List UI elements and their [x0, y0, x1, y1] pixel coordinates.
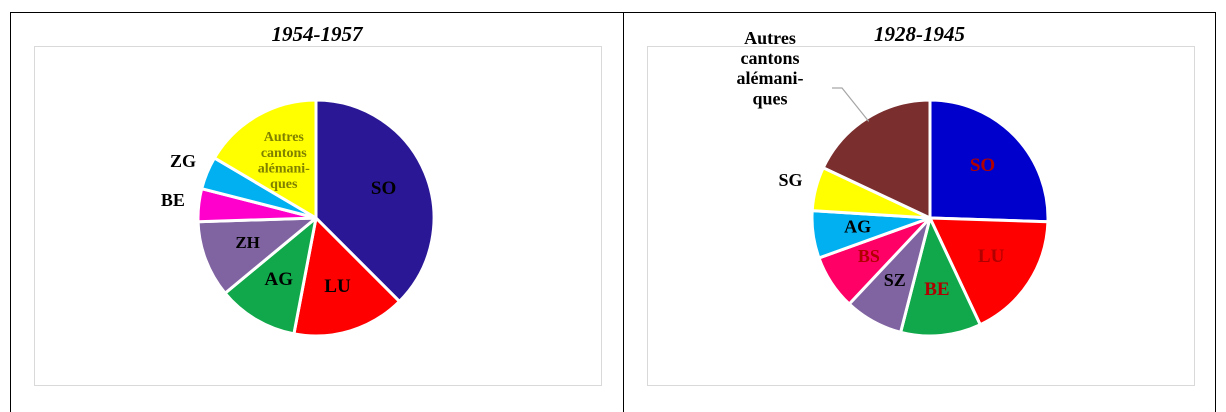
chart-title-left: 1954-1957 — [271, 22, 363, 46]
pie-slice-lu — [928, 216, 1050, 327]
slice-label-autres-cantons-al-mani-ques: Autres cantons alémani-ques — [258, 130, 310, 192]
pie-slice-be — [899, 216, 982, 338]
slice-label-bs: BS — [858, 246, 880, 266]
slice-label-be: BE — [161, 190, 185, 210]
slice-label-so: SO — [371, 178, 396, 199]
chart-title-right: 1928-1945 — [874, 22, 965, 46]
slice-label-ag: AG — [265, 269, 294, 290]
slice-label-zg: ZG — [170, 151, 196, 171]
slice-label-sg: SG — [778, 170, 802, 190]
slice-label-ag: AG — [844, 216, 871, 236]
pie-slice-lu — [292, 216, 401, 338]
slice-label-so: SO — [970, 155, 995, 176]
slice-label-lu: LU — [978, 247, 1005, 268]
slice-label-lu: LU — [324, 276, 351, 297]
table-border-top — [10, 12, 1216, 13]
slice-label-sz: SZ — [884, 270, 906, 290]
table-border-left — [10, 12, 11, 412]
table-border-middle — [623, 12, 624, 412]
pie-slice-ag — [223, 216, 318, 336]
pie-slice-so — [314, 98, 436, 303]
pie-slice-so — [928, 98, 1050, 224]
table-border-right — [1215, 12, 1216, 412]
slice-label-be: BE — [924, 279, 949, 300]
slice-label-zh: ZH — [235, 233, 260, 252]
leader-line — [832, 87, 870, 122]
slice-label-autres-cantons-al-mani-ques: Autres cantons alémani-ques — [737, 28, 804, 109]
pie-slice-zh — [196, 216, 318, 295]
pie-slice-autres-cantons-al-mani-ques — [212, 98, 318, 220]
